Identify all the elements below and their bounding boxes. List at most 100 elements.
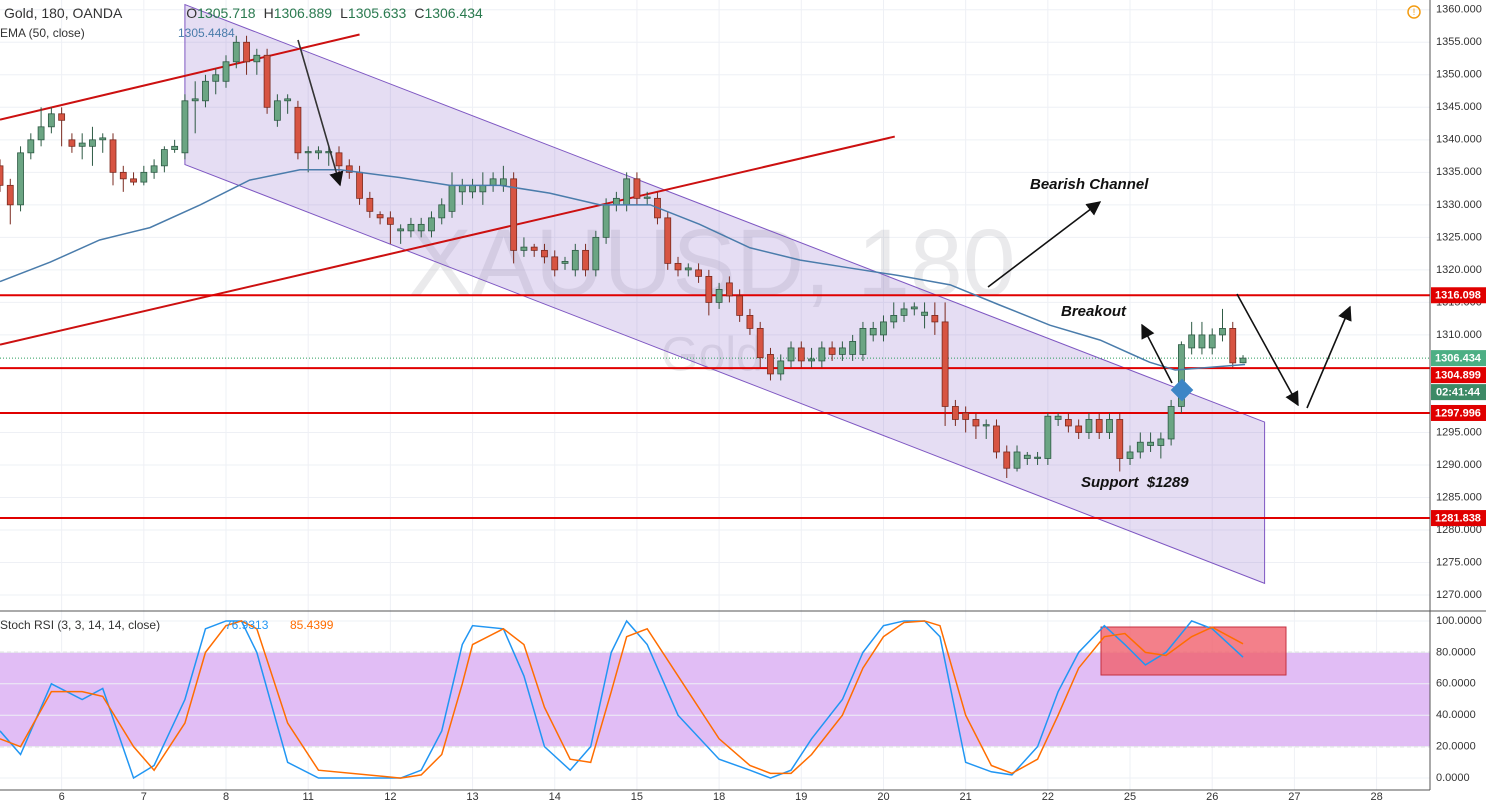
candle-body (428, 217, 435, 232)
candle-body (1239, 357, 1247, 364)
candle-body (273, 100, 281, 121)
candle-body (705, 275, 713, 303)
candle-body (746, 315, 754, 329)
ohlc-value: 1305.718 (197, 5, 256, 21)
alert-icon-mark[interactable]: ! (1413, 7, 1416, 17)
alert-icon[interactable] (1407, 5, 1421, 19)
candle-body (1136, 441, 1144, 453)
candle-body (1116, 419, 1124, 459)
candle-body (191, 98, 199, 102)
stoch-tick-label: 0.0000 (1436, 772, 1470, 784)
candle-body (777, 360, 785, 375)
candle-body (160, 149, 168, 167)
price-tag (1431, 367, 1486, 384)
candle-body (530, 246, 538, 251)
price-tag-label: 1306.434 (1435, 353, 1482, 365)
ema-legend: EMA (50, close) (0, 26, 85, 40)
labels: Gold, 180, OANDA O1305.718 H1306.889 L1305.… (0, 4, 1486, 802)
candle-body (171, 145, 179, 150)
candle-body (335, 152, 343, 167)
candle-body (1034, 456, 1041, 459)
candle-body (489, 178, 497, 186)
candle-body (828, 347, 836, 355)
candle-body (931, 315, 939, 323)
candle-body (695, 269, 702, 277)
y-tick-label: 1280.000 (1436, 524, 1482, 536)
candle-body (345, 165, 353, 173)
x-tick-label: 21 (960, 791, 972, 802)
candle-body (78, 142, 86, 147)
candle-body (838, 347, 846, 355)
arrow (987, 201, 1102, 288)
stoch-tick-label: 20.0000 (1436, 741, 1476, 753)
annotation-layer: Bearish Channel Breakout Support $1289 (297, 39, 1352, 491)
data-layer (0, 3, 1430, 780)
y-tick-label: 1360.000 (1436, 4, 1482, 16)
candle-body (756, 328, 764, 359)
candle-body (469, 184, 476, 193)
stoch-line (0, 620, 1244, 779)
price-tag-label: 1304.899 (1435, 370, 1481, 382)
candle-body (17, 152, 24, 206)
candle-body (582, 249, 589, 271)
arrow (1306, 305, 1352, 409)
time-axis-bg (0, 790, 1486, 802)
candle-body (951, 406, 959, 420)
candle-body (1023, 454, 1031, 459)
stoch-tick-label: 100.0000 (1436, 615, 1482, 627)
candle-body (921, 311, 928, 316)
candle-body (910, 306, 918, 310)
y-tick-label: 1320.000 (1436, 264, 1482, 276)
y-tick-label: 1270.000 (1436, 589, 1482, 601)
x-tick-label: 14 (549, 791, 561, 802)
candle-body (664, 217, 672, 264)
candle-body (1219, 328, 1226, 336)
candle-body (499, 178, 507, 186)
ohlc-label: H (264, 5, 274, 21)
candle-body (797, 347, 805, 362)
candle-body (1177, 344, 1185, 407)
highlight-box (1100, 626, 1287, 676)
candle-body (982, 424, 990, 427)
x-tick-label: 11 (302, 791, 313, 802)
candle-body (1229, 328, 1237, 364)
price-tag (1431, 287, 1486, 304)
highlight-layer (1100, 626, 1287, 676)
x-tick-label: 7 (141, 791, 147, 802)
price-tag-label: 02:41:44 (1436, 387, 1481, 399)
candle-body (1003, 451, 1011, 469)
header: Gold, 180, OANDA O1305.718 H1306.889 L1305.… (4, 5, 483, 21)
candle-body (222, 61, 230, 82)
candle-body (99, 137, 107, 141)
candle-body (376, 214, 384, 219)
annotation: Support $1289 (1081, 474, 1189, 491)
candle-body (592, 236, 600, 271)
annotation: Breakout (1061, 303, 1127, 320)
candle-body (356, 171, 363, 199)
candle-body (27, 139, 35, 154)
candle-body (736, 295, 744, 316)
price-tag-label: 1316.098 (1435, 290, 1481, 302)
candle-body (1147, 441, 1154, 446)
candle-body (150, 165, 158, 173)
candle-body (68, 139, 76, 147)
candle-body (684, 267, 692, 271)
x-tick-label: 27 (1288, 791, 1300, 802)
x-tick-label: 15 (631, 791, 643, 802)
watermark-name: Gold (661, 329, 762, 382)
candle-body (1198, 334, 1206, 349)
candle-body (880, 321, 887, 336)
candle-body (1126, 451, 1134, 459)
ohlc-label: O (186, 5, 197, 21)
candle-body (263, 54, 271, 108)
candle-body (541, 249, 548, 258)
y-tick-label: 1340.000 (1436, 134, 1482, 146)
x-tick-label: 6 (59, 791, 65, 802)
candle-body (315, 150, 322, 154)
y-tick-label: 1290.000 (1436, 459, 1482, 471)
annotation: Bearish Channel (1030, 176, 1149, 193)
candle-body (1064, 419, 1072, 427)
ohlc-label: C (414, 5, 424, 21)
y-tick-label: 1330.000 (1436, 199, 1482, 211)
